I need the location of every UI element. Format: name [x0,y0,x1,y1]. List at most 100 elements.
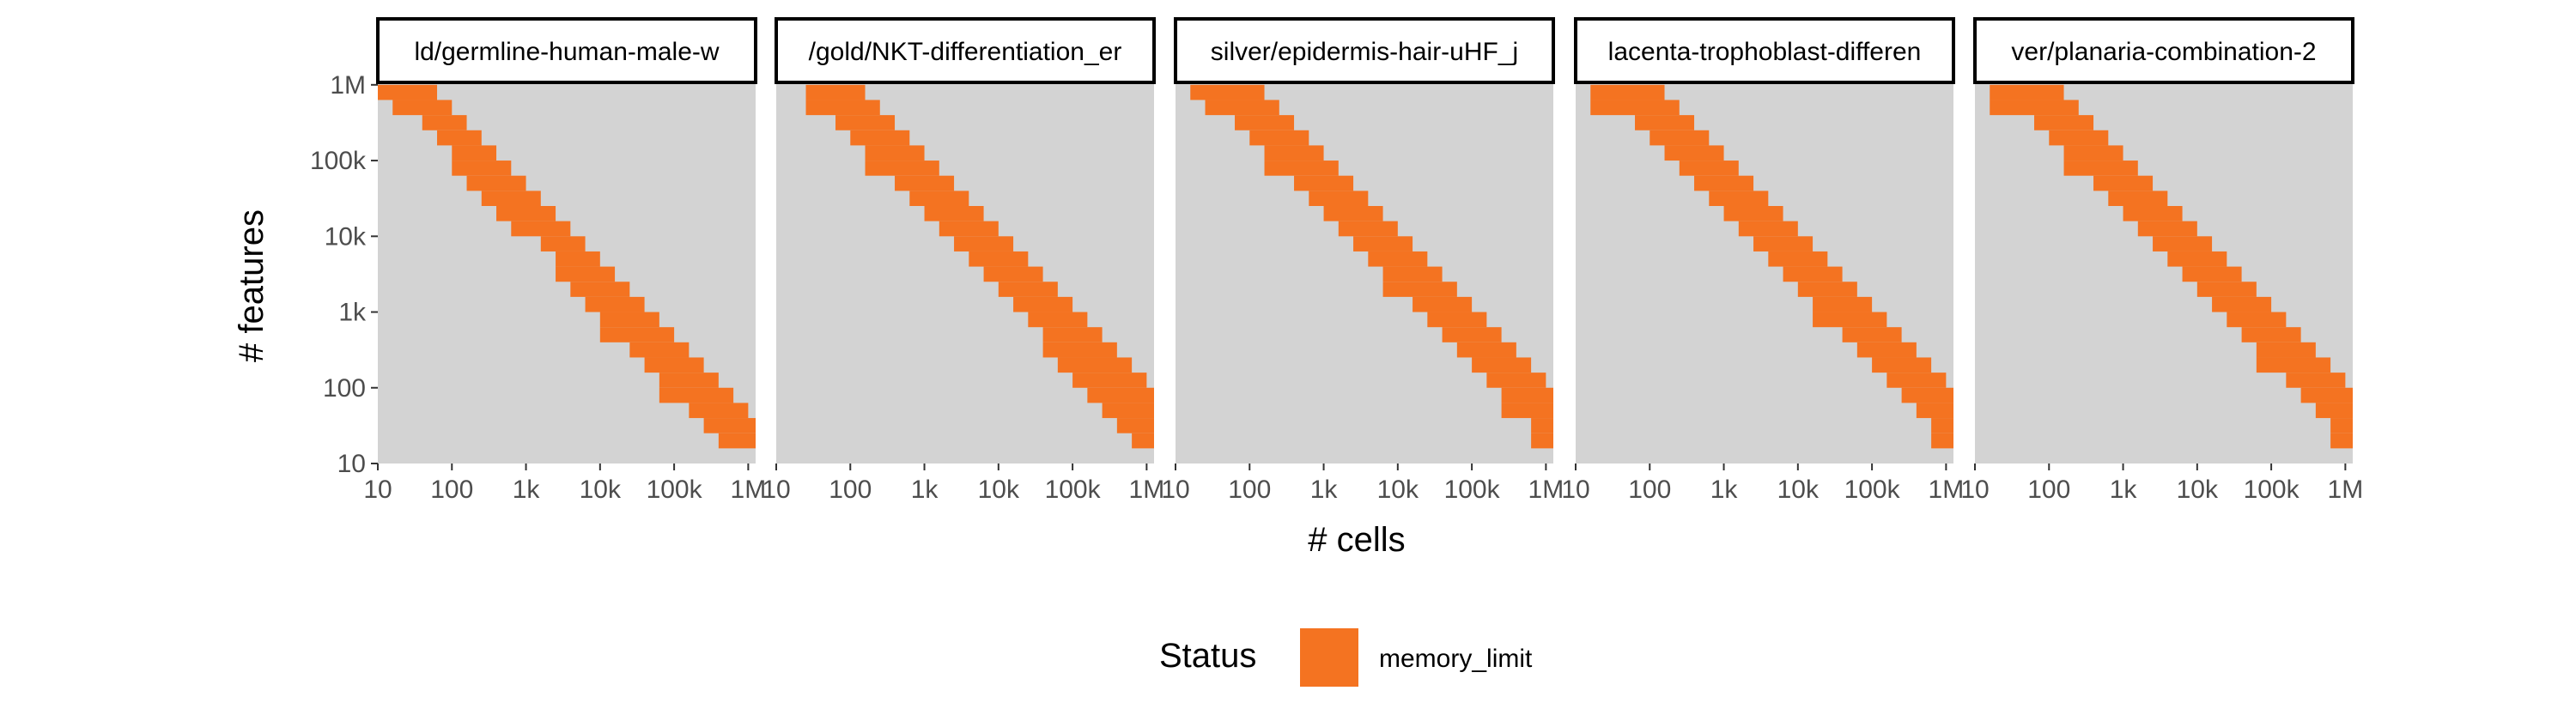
heatmap-cell-memory-limit [1427,312,1487,328]
y-tick-label: 100 [323,374,366,403]
heatmap-cell-memory-limit [1664,145,1724,161]
facet-strip [376,17,757,84]
panel-1: ld/germline-human-male-w 10 100 1k 10k 100k 1M [363,17,767,504]
heatmap-cell-memory-limit [1057,357,1133,373]
heatmap-cell-memory-limit [1442,327,1502,342]
x-tick-label: 1k [1310,476,1339,504]
facet-strip-label: ld/germline-human-male-w [414,38,719,66]
heatmap-cell-memory-limit [2049,130,2109,146]
heatmap-cell-memory-limit [805,100,880,116]
heatmap-cell-memory-limit [2286,373,2346,388]
heatmap-cell-memory-limit [599,327,675,342]
x-tick-label: 1k [2110,476,2138,504]
heatmap-cell-memory-limit [2315,403,2353,419]
heatmap-cell-memory-limit [1738,221,1798,237]
heatmap-cell-memory-limit [1338,221,1398,237]
heatmap-cell-memory-limit [1042,327,1103,342]
x-tick-label: 100k [2244,476,2300,504]
heatmap-cell-memory-limit [1132,433,1154,449]
heatmap-cell-memory-limit [1813,296,1873,312]
heatmap-cell-memory-limit [2330,433,2353,449]
x-tick-label: 10 [762,476,790,504]
heatmap-cell-memory-limit [2256,342,2316,358]
heatmap-cell-memory-limit [1990,84,2064,100]
heatmap-cell-memory-limit [644,357,704,373]
panel-5: ver/planaria-combination-2 10 100 1k 10k 100k… [1960,17,2364,504]
x-tick-label: 100k [1045,476,1102,504]
heatmap-cell-memory-limit [1753,236,1814,251]
panel-background [1975,77,2353,464]
heatmap-cell-memory-limit [1382,282,1457,297]
heatmap-cell-memory-limit [2241,327,2301,342]
heatmap-cell-memory-limit [1797,282,1857,297]
heatmap-cell-memory-limit [2256,357,2331,373]
facet-strip-label: silver/epidermis-hair-uHF_j [1211,38,1518,66]
heatmap-cell-memory-limit [1456,342,1516,358]
heatmap-cell-memory-limit [2108,191,2168,206]
x-tick-label: 100k [1444,476,1501,504]
facet-strip [1574,17,1955,84]
heatmap-cell-memory-limit [865,145,925,161]
heatmap-cell-memory-limit [1190,84,1265,100]
x-tick-label: 1M [731,476,767,504]
x-tick-label: 1M [1929,476,1965,504]
heatmap-cell-memory-limit [2167,251,2227,267]
heatmap-cell-memory-limit [1531,433,1553,449]
x-tick-label: 10k [978,476,1020,504]
heatmap-cell-memory-limit [659,387,734,403]
panel-background [776,77,1154,464]
legend-title: Status [1159,637,1256,675]
heatmap-cell-memory-limit [2063,145,2123,161]
heatmap-cell-memory-limit [2212,296,2272,312]
heatmap-cell-memory-limit [924,206,984,221]
x-tick-label: 10 [1561,476,1589,504]
heatmap-cell-memory-limit [1249,130,1309,146]
y-tick-label: 1k [338,299,367,327]
panel-3: silver/epidermis-hair-uHF_j 10 100 1k 10k 100… [1161,17,1564,504]
legend: Status memory_limit [1159,628,1533,687]
heatmap-cell-memory-limit [585,296,645,312]
heatmap-cell-memory-limit [1990,100,2079,116]
heatmap-cell-memory-limit [2063,161,2138,176]
heatmap-cell-memory-limit [1501,403,1553,419]
heatmap-cell-memory-limit [1856,342,1917,358]
heatmap-cell-memory-limit [422,115,467,130]
x-tick-label: 10 [1960,476,1989,504]
panels-layer: ld/germline-human-male-w 10 100 1k 10k 100k 1M… [363,17,2364,504]
heatmap-cell-memory-limit [481,191,541,206]
panel-2: /gold/NKT-differentiation_er 10 100 1k 10k 10… [762,17,1164,504]
heatmap-cell-memory-limit [2137,221,2197,237]
heatmap-cell-memory-limit [2227,312,2287,328]
x-tick-label: 1k [1710,476,1739,504]
heatmap-cell-memory-limit [1931,418,1953,433]
x-tick-label: 100 [829,476,872,504]
heatmap-cell-memory-limit [1013,296,1073,312]
heatmap-cell-memory-limit [1309,191,1369,206]
heatmap-cell-memory-limit [1694,175,1754,191]
heatmap-cell-memory-limit [1783,266,1843,282]
heatmap-cell-memory-limit [835,115,896,130]
x-tick-label: 1M [2328,476,2364,504]
heatmap-cell-memory-limit [437,130,482,146]
facet-strip [1174,17,1555,84]
heatmap-cell-memory-limit [1264,145,1324,161]
heatmap-cell-memory-limit [466,175,526,191]
facet-strip-label: lacenta-trophoblast-differen [1608,38,1922,66]
heatmap-cell-memory-limit [1205,100,1279,116]
heatmap-cell-memory-limit [1768,251,1828,267]
panel-background [1576,77,1953,464]
heatmap-cell-memory-limit [2093,175,2154,191]
y-tick-label: 1M [330,71,366,100]
heatmap-cell-memory-limit [599,312,659,328]
x-tick-label: 10 [1161,476,1189,504]
x-tick-label: 100k [1844,476,1901,504]
heatmap-cell-memory-limit [1472,357,1532,373]
heatmap-cell-memory-limit [805,84,866,100]
heatmap-cell-memory-limit [1486,373,1546,388]
facet-strip-label: ver/planaria-combination-2 [2011,38,2316,66]
facet-strip-label: /gold/NKT-differentiation_er [809,38,1122,66]
heatmap-cell-memory-limit [1723,206,1783,221]
heatmap-cell-memory-limit [1813,312,1887,328]
facet-strip [775,17,1156,84]
